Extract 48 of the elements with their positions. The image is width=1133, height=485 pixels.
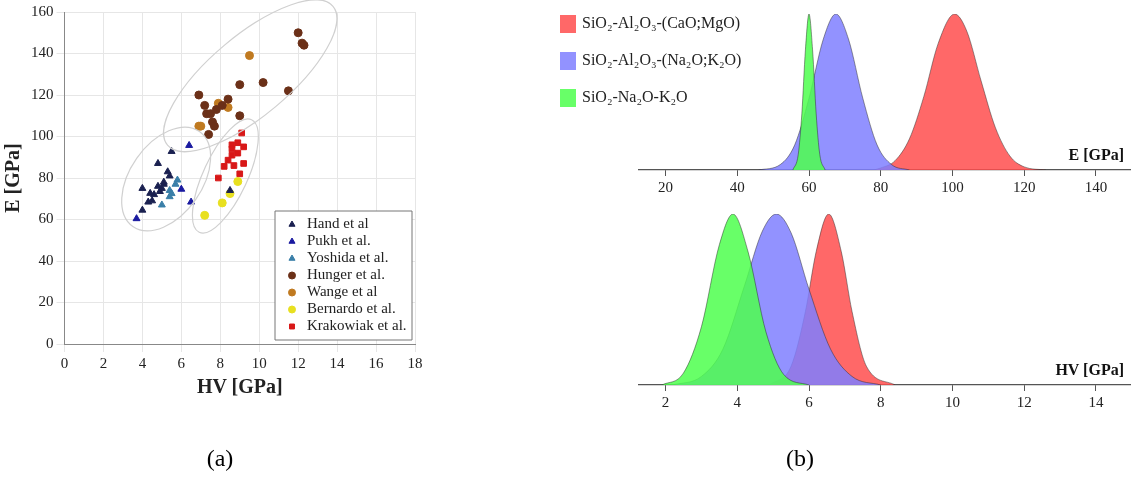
y-tick-label: 60 xyxy=(38,210,54,227)
y-tick-label: 140 xyxy=(31,44,54,61)
x-tick-label: 120 xyxy=(1012,178,1036,195)
x-tick-label: 4 xyxy=(733,393,742,410)
y-tick-label: 0 xyxy=(46,334,54,351)
y-tick-label: 100 xyxy=(31,127,54,144)
y-tick-label: 120 xyxy=(31,85,54,102)
x-tick-label: 18 xyxy=(407,354,423,371)
x-tick-label: 10 xyxy=(251,354,267,371)
legend-label: SiO₂-Al₂O₃-(Na₂O;K₂O) xyxy=(582,51,742,70)
legend-label: Krakowiak et al. xyxy=(307,317,407,334)
x-tick-label: 80 xyxy=(873,178,889,195)
x-tick-label: 12 xyxy=(1016,393,1032,410)
legend-label: Yoshida et al. xyxy=(307,249,389,266)
x-tick-label: 40 xyxy=(729,178,745,195)
x-tick-label: 8 xyxy=(216,354,225,371)
legend-label: Pukh et al. xyxy=(307,232,371,249)
y-tick-label: 20 xyxy=(38,293,54,310)
x-axis-title: E [GPa] xyxy=(1068,146,1124,164)
legend-label: SiO₂-Na₂O-K₂O xyxy=(582,88,688,106)
x-tick-label: 14 xyxy=(329,354,346,371)
x-tick-label: 6 xyxy=(805,393,814,410)
x-tick-label: 14 xyxy=(1088,393,1104,410)
x-tick-label: 0 xyxy=(60,354,69,371)
x-axis-title: HV [GPa] xyxy=(196,375,283,398)
x-tick-label: 2 xyxy=(661,393,670,410)
legend-label: Wange et al xyxy=(307,283,378,300)
x-axis-title: HV [GPa] xyxy=(1055,361,1124,379)
text: (a) xyxy=(205,445,235,472)
legend-label: Hand et al xyxy=(307,215,369,232)
x-tick-label: 16 xyxy=(368,354,385,371)
x-tick-label: 100 xyxy=(941,178,964,195)
legend-label: SiO₂-Al₂O₃-(CaO;MgO) xyxy=(582,14,741,33)
text: (b) xyxy=(785,445,815,472)
x-tick-label: 4 xyxy=(138,354,147,371)
y-axis-title: E [GPa] xyxy=(1,143,24,213)
x-tick-label: 20 xyxy=(658,178,674,195)
legend-label: Hunger et al. xyxy=(307,266,385,283)
x-tick-label: 10 xyxy=(944,393,960,410)
y-tick-label: 160 xyxy=(31,2,54,19)
x-tick-label: 6 xyxy=(177,354,186,371)
x-tick-label: 140 xyxy=(1084,178,1108,195)
x-tick-label: 2 xyxy=(99,354,108,371)
x-tick-label: 8 xyxy=(876,393,885,410)
legend-label: Bernardo et al. xyxy=(307,300,396,317)
x-tick-label: 60 xyxy=(801,178,817,195)
x-tick-label: 12 xyxy=(290,354,306,371)
y-tick-label: 40 xyxy=(38,251,54,268)
